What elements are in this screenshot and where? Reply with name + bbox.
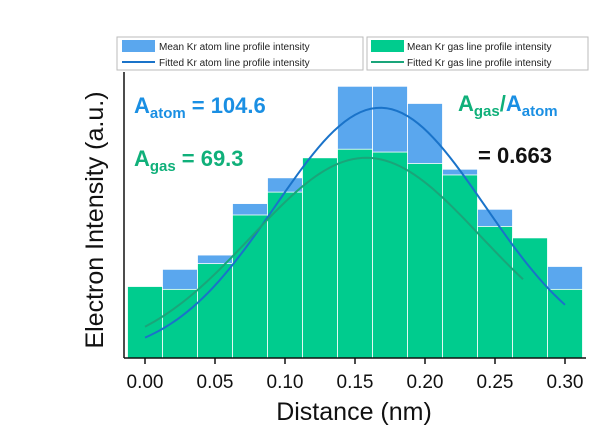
- legend-gas: Mean Kr gas line profile intensity Fitte…: [366, 36, 589, 71]
- fit-line-gas: [144, 156, 524, 328]
- x-tick-label-1: 0.05: [197, 372, 234, 393]
- x-tick-label-5: 0.25: [477, 372, 514, 393]
- annotation-a-atom: Aatom = 104.6: [134, 93, 266, 122]
- legend-label-gas-line: Fitted Kr gas line profile intensity: [407, 58, 552, 69]
- bars-gas-series: [127, 148, 583, 359]
- x-tick-label-6: 0.30: [547, 372, 584, 393]
- fit-line-atom: [144, 106, 566, 339]
- bar-gas-11: [512, 237, 548, 359]
- legend-label-atom-line: Fitted Kr atom line profile intensity: [159, 58, 310, 69]
- x-tick-label-3: 0.15: [337, 372, 374, 393]
- bar-gas-2: [197, 263, 233, 359]
- annotation-ratio-label: Agas/Aatom: [458, 91, 558, 120]
- legend-swatch-gas-bar: [371, 40, 404, 52]
- legend-swatch-atom-bar: [122, 40, 155, 52]
- bar-gas-6: [337, 148, 373, 359]
- bar-gas-5: [302, 157, 338, 359]
- annotation-a-gas: Agas = 69.3: [134, 146, 244, 175]
- annotation-ratio-value: = 0.663: [478, 143, 552, 168]
- bar-gas-8: [407, 163, 443, 359]
- bar-gas-0: [127, 286, 163, 359]
- bar-gas-3: [232, 214, 268, 359]
- x-axis-ticks: 0.00 0.05 0.10 0.15 0.20 0.25 0.30: [127, 358, 584, 393]
- bar-gas-9: [442, 174, 478, 359]
- bar-gas-1: [162, 288, 198, 359]
- bar-gas-12: [547, 288, 583, 359]
- x-tick-label-4: 0.20: [407, 372, 444, 393]
- x-tick-label-0: 0.00: [127, 372, 164, 393]
- bar-gas-7: [372, 151, 408, 359]
- legend-atom: Mean Kr atom line profile intensity Fitt…: [116, 36, 364, 71]
- bar-gas-4: [267, 191, 303, 359]
- legend-label-gas-bar: Mean Kr gas line profile intensity: [407, 42, 552, 53]
- legend-label-atom-bar: Mean Kr atom line profile intensity: [159, 42, 310, 53]
- y-axis-title: Electron Intensity (a.u.): [81, 91, 109, 348]
- x-tick-label-2: 0.10: [267, 372, 304, 393]
- bar-gas-10: [477, 226, 513, 359]
- x-axis-title: Distance (nm): [276, 398, 432, 426]
